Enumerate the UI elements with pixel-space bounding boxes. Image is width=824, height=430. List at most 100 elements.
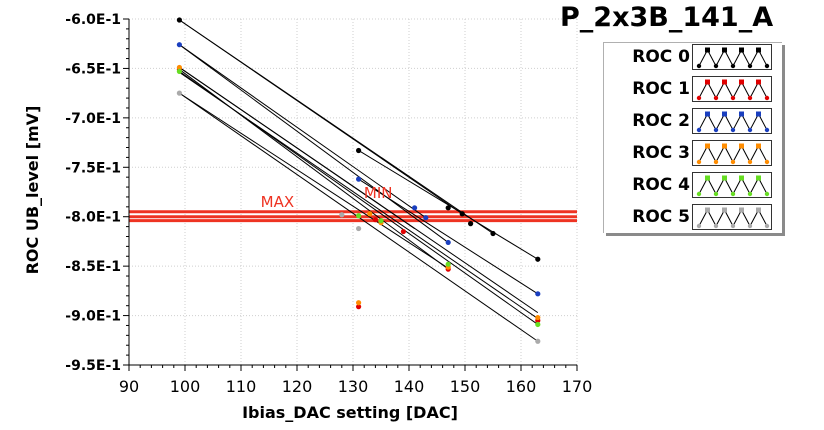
legend: ROC 0 ROC 1 ROC 2 ROC 3 ROC 4 ROC 5 xyxy=(603,42,782,233)
data-point-roc-2 xyxy=(176,42,182,48)
y-tick-label: -8.5E-1 xyxy=(65,259,121,275)
y-tick-label: -6.0E-1 xyxy=(65,12,121,28)
tick-labels: 90 100 110 120 130 140 150 160 170 -6.0E-1 -6.5E-1… xyxy=(65,12,592,396)
legend-marker-icon xyxy=(739,79,744,85)
legend-marker-icon xyxy=(747,223,753,229)
legend-marker-icon xyxy=(705,207,710,213)
y-axis-label: ROC UB_level [mV] xyxy=(23,106,42,275)
legend-marker-icon xyxy=(764,95,770,101)
y-tick-label: -7.5E-1 xyxy=(65,160,121,176)
data-point-roc-0 xyxy=(535,256,541,262)
data-points xyxy=(176,17,541,344)
annotation-max: MAX xyxy=(261,193,294,211)
data-point-roc-4 xyxy=(356,213,362,219)
data-point-roc-1 xyxy=(356,304,362,310)
annotations: MAX MIN xyxy=(261,184,393,211)
series-line xyxy=(179,67,539,314)
legend-marker-icon xyxy=(705,175,710,181)
data-point-roc-1 xyxy=(372,217,378,223)
legend-marker-icon xyxy=(713,63,719,69)
legend-marker-icon xyxy=(747,95,753,101)
data-point-roc-2 xyxy=(445,239,451,246)
legend-marker-icon xyxy=(764,159,770,165)
legend-marker-icon xyxy=(730,63,736,69)
data-point-roc-2 xyxy=(535,291,541,297)
legend-marker-icon xyxy=(756,175,761,181)
series-line xyxy=(179,19,494,234)
legend-marker-icon xyxy=(705,79,710,85)
legend-swatch-icon xyxy=(692,204,772,230)
x-tick-label: 170 xyxy=(562,377,593,396)
data-point-roc-5 xyxy=(356,225,362,232)
legend-swatch-icon xyxy=(692,76,772,102)
legend-marker-icon xyxy=(713,191,719,197)
data-point-roc-4 xyxy=(445,261,451,267)
legend-marker-icon xyxy=(722,79,727,85)
x-tick-label: 150 xyxy=(450,377,481,396)
legend-marker-icon xyxy=(722,111,727,117)
data-point-roc-0 xyxy=(490,230,496,237)
legend-marker-icon xyxy=(730,95,736,101)
legend-item-roc-3: ROC 3 xyxy=(604,139,782,167)
data-point-roc-4 xyxy=(378,218,384,224)
y-tick-label: -8.0E-1 xyxy=(65,210,121,226)
legend-item-roc-0: ROC 0 xyxy=(604,43,782,71)
legend-marker-icon xyxy=(705,47,710,53)
legend-marker-icon xyxy=(705,111,710,117)
legend-marker-icon xyxy=(764,127,770,133)
legend-marker-icon xyxy=(747,63,753,69)
legend-label: ROC 2 xyxy=(632,111,690,131)
legend-marker-icon xyxy=(756,207,761,213)
data-point-roc-4 xyxy=(535,321,541,328)
x-tick-label: 90 xyxy=(119,377,139,396)
legend-item-roc-2: ROC 2 xyxy=(604,107,782,135)
x-tick-label: 100 xyxy=(170,377,201,396)
x-tick-label: 120 xyxy=(282,377,313,396)
x-tick-label: 130 xyxy=(338,377,369,396)
y-tick-label: -7.0E-1 xyxy=(65,111,121,127)
series-line xyxy=(179,71,539,319)
data-point-roc-3 xyxy=(367,211,373,217)
data-point-roc-3 xyxy=(176,64,182,71)
legend-marker-icon xyxy=(713,223,719,229)
legend-marker-icon xyxy=(764,191,770,197)
data-point-roc-3 xyxy=(356,300,362,306)
legend-label: ROC 1 xyxy=(632,79,690,99)
series-line xyxy=(179,92,449,269)
data-point-roc-5 xyxy=(535,338,541,344)
legend-marker-icon xyxy=(730,159,736,165)
y-tick-label: -9.0E-1 xyxy=(65,309,121,325)
legend-swatch-icon xyxy=(692,108,772,134)
x-tick-label: 160 xyxy=(506,377,537,396)
legend-marker-icon xyxy=(747,159,753,165)
legend-marker-icon xyxy=(696,159,702,165)
legend-marker-icon xyxy=(739,111,744,117)
legend-item-roc-5: ROC 5 xyxy=(604,203,782,231)
legend-item-roc-1: ROC 1 xyxy=(604,75,782,103)
legend-marker-icon xyxy=(739,47,744,53)
x-tick-label: 140 xyxy=(394,377,425,396)
legend-swatch-icon xyxy=(692,140,772,166)
data-point-roc-1 xyxy=(400,228,406,235)
data-point-roc-0 xyxy=(459,211,465,217)
series-line xyxy=(179,44,427,219)
legend-marker-icon xyxy=(713,159,719,165)
legend-marker-icon xyxy=(730,223,736,229)
x-tick-label: 110 xyxy=(226,377,257,396)
data-point-roc-5 xyxy=(339,212,345,218)
series-line xyxy=(358,178,539,295)
legend-marker-icon xyxy=(696,63,702,69)
legend-swatch-icon xyxy=(692,172,772,198)
legend-marker-icon xyxy=(764,63,770,69)
data-point-roc-2 xyxy=(412,205,418,211)
legend-marker-icon xyxy=(722,47,727,53)
x-axis-label: Ibias_DAC setting [DAC] xyxy=(242,403,458,422)
legend-marker-icon xyxy=(696,95,702,101)
legend-marker-icon xyxy=(747,127,753,133)
legend-marker-icon xyxy=(722,175,727,181)
legend-marker-icon xyxy=(696,223,702,229)
legend-marker-icon xyxy=(713,95,719,101)
y-tick-label: -6.5E-1 xyxy=(65,61,121,77)
legend-label: ROC 3 xyxy=(632,143,690,163)
